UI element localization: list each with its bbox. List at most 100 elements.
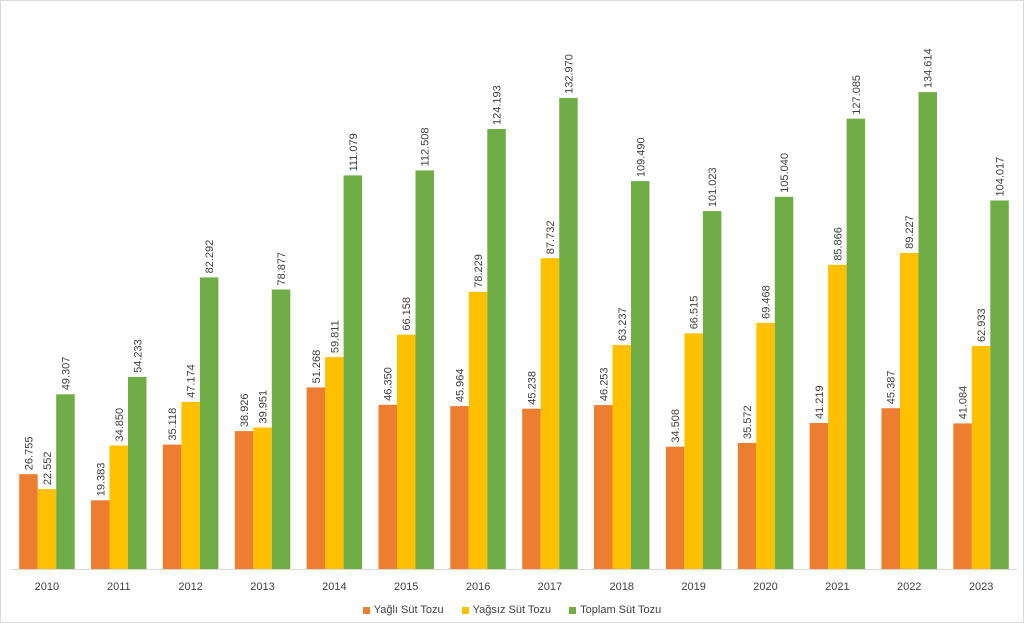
data-label: 109.490 bbox=[635, 137, 647, 177]
bar-ya-s-z-s-t-tozu-2011 bbox=[109, 445, 128, 569]
bar-ya-s-z-s-t-tozu-2019 bbox=[684, 333, 703, 569]
bar-ya-l-s-t-tozu-2011 bbox=[91, 500, 110, 569]
x-tick-label: 2018 bbox=[610, 581, 634, 593]
bar-ya-s-z-s-t-tozu-2016 bbox=[468, 291, 488, 569]
data-label: 62.933 bbox=[976, 308, 988, 342]
data-label: 45.964 bbox=[455, 368, 467, 402]
bar-ya-l-s-t-tozu-2022 bbox=[881, 408, 900, 569]
bar-ya-l-s-t-tozu-2018 bbox=[594, 405, 613, 569]
bar-ya-s-z-s-t-tozu-2018 bbox=[612, 345, 631, 569]
data-label: 87.732 bbox=[545, 221, 557, 255]
data-label: 41.084 bbox=[958, 386, 970, 420]
bar-ya-l-s-t-tozu-2017 bbox=[522, 408, 541, 569]
data-label: 132.970 bbox=[563, 54, 575, 94]
x-tick-label: 2023 bbox=[969, 581, 993, 593]
x-tick-label: 2014 bbox=[322, 581, 346, 593]
bar-ya-s-z-s-t-tozu-2021 bbox=[828, 264, 847, 569]
data-label: 46.253 bbox=[598, 367, 610, 401]
data-label: 19.383 bbox=[95, 463, 107, 497]
data-label: 134.614 bbox=[923, 48, 935, 88]
bar-ya-l-s-t-tozu-2015 bbox=[378, 404, 397, 569]
bar-toplam-s-t-tozu-2022 bbox=[918, 92, 937, 569]
bar-ya-l-s-t-tozu-2023 bbox=[953, 423, 972, 569]
data-label: 45.387 bbox=[886, 371, 898, 405]
data-label: 34.508 bbox=[670, 409, 682, 443]
x-tick-label: 2017 bbox=[538, 581, 562, 593]
bar-toplam-s-t-tozu-2014 bbox=[343, 175, 363, 569]
legend-item: Yağlı Süt Tozu bbox=[362, 604, 444, 616]
bar-toplam-s-t-tozu-2012 bbox=[199, 277, 219, 569]
data-label: 39.951 bbox=[258, 390, 270, 424]
x-tick-label: 2021 bbox=[825, 581, 849, 593]
data-label: 104.017 bbox=[995, 157, 1007, 197]
data-label: 38.926 bbox=[239, 393, 251, 427]
data-label: 101.023 bbox=[707, 167, 719, 207]
data-label: 124.193 bbox=[492, 85, 504, 125]
x-tick-label: 2010 bbox=[35, 581, 59, 593]
legend-label: Yağlı Süt Tozu bbox=[373, 604, 444, 616]
data-label: 22.552 bbox=[42, 451, 54, 485]
data-label: 111.079 bbox=[348, 133, 360, 171]
bar-toplam-s-t-tozu-2020 bbox=[774, 196, 794, 570]
legend-label: Yağsız Süt Tozu bbox=[472, 604, 552, 616]
bar-ya-l-s-t-tozu-2010 bbox=[19, 474, 38, 569]
data-label: 51.268 bbox=[311, 350, 323, 384]
legend-swatch bbox=[569, 606, 577, 614]
bar-ya-s-z-s-t-tozu-2017 bbox=[540, 258, 560, 569]
x-tick-label: 2011 bbox=[107, 581, 131, 593]
data-label: 35.572 bbox=[742, 405, 754, 439]
data-label: 105.040 bbox=[779, 153, 791, 193]
legend-item: Toplam Süt Tozu bbox=[569, 604, 661, 616]
legend-item: Yağsız Süt Tozu bbox=[461, 604, 552, 616]
data-label: 34.850 bbox=[114, 408, 126, 442]
bar-ya-s-z-s-t-tozu-2020 bbox=[756, 322, 775, 569]
data-label: 127.085 bbox=[851, 75, 863, 115]
legend-label: Toplam Süt Tozu bbox=[580, 604, 662, 616]
bar-chart: 26.755 22.552 49.307 2010 19.383 34.850 54.233… bbox=[11, 48, 1017, 593]
data-label: 41.219 bbox=[814, 385, 826, 419]
x-tick-label: 2016 bbox=[466, 581, 490, 593]
data-label: 63.237 bbox=[617, 307, 629, 341]
data-label: 35.118 bbox=[167, 408, 179, 441]
x-tick-label: 2013 bbox=[250, 581, 274, 593]
data-label: 49.307 bbox=[60, 357, 72, 391]
data-label: 82.292 bbox=[204, 240, 216, 274]
data-label: 78.877 bbox=[276, 252, 288, 286]
x-tick-label: 2019 bbox=[681, 581, 705, 593]
data-label: 54.233 bbox=[132, 339, 144, 373]
data-label: 89.227 bbox=[904, 215, 916, 249]
data-label: 85.866 bbox=[832, 227, 844, 261]
bar-ya-s-z-s-t-tozu-2013 bbox=[253, 427, 272, 569]
x-tick-label: 2012 bbox=[178, 581, 202, 593]
bar-toplam-s-t-tozu-2019 bbox=[702, 211, 722, 569]
x-tick-label: 2022 bbox=[897, 581, 921, 593]
bar-ya-l-s-t-tozu-2021 bbox=[809, 423, 829, 569]
data-label: 26.755 bbox=[23, 437, 35, 471]
data-label: 46.350 bbox=[383, 367, 395, 401]
x-tick-label: 2015 bbox=[394, 581, 418, 593]
bar-ya-s-z-s-t-tozu-2014 bbox=[325, 357, 344, 569]
data-label: 47.174 bbox=[186, 364, 198, 398]
bar-ya-l-s-t-tozu-2020 bbox=[737, 443, 757, 569]
data-label: 69.468 bbox=[761, 285, 773, 319]
bar-toplam-s-t-tozu-2021 bbox=[846, 118, 866, 569]
legend-swatch bbox=[362, 606, 370, 614]
bar-ya-l-s-t-tozu-2012 bbox=[162, 444, 182, 569]
data-label: 66.515 bbox=[689, 296, 701, 330]
bar-toplam-s-t-tozu-2016 bbox=[487, 129, 506, 569]
bar-toplam-s-t-tozu-2010 bbox=[56, 394, 75, 569]
bar-ya-s-z-s-t-tozu-2015 bbox=[397, 334, 416, 569]
legend: Yağlı Süt Tozu Yağsız Süt Tozu Toplam Süt … bbox=[1, 604, 1023, 616]
bar-ya-s-z-s-t-tozu-2010 bbox=[37, 489, 57, 569]
bar-ya-l-s-t-tozu-2016 bbox=[450, 406, 469, 569]
bar-ya-l-s-t-tozu-2014 bbox=[306, 387, 326, 569]
bar-toplam-s-t-tozu-2017 bbox=[559, 97, 578, 570]
bar-ya-s-z-s-t-tozu-2023 bbox=[971, 346, 991, 569]
bar-toplam-s-t-tozu-2013 bbox=[271, 289, 291, 569]
bar-ya-l-s-t-tozu-2013 bbox=[234, 431, 254, 569]
data-label: 45.238 bbox=[526, 371, 538, 405]
bar-toplam-s-t-tozu-2011 bbox=[128, 376, 147, 569]
bar-toplam-s-t-tozu-2015 bbox=[415, 170, 434, 569]
x-tick-label: 2020 bbox=[753, 581, 777, 593]
